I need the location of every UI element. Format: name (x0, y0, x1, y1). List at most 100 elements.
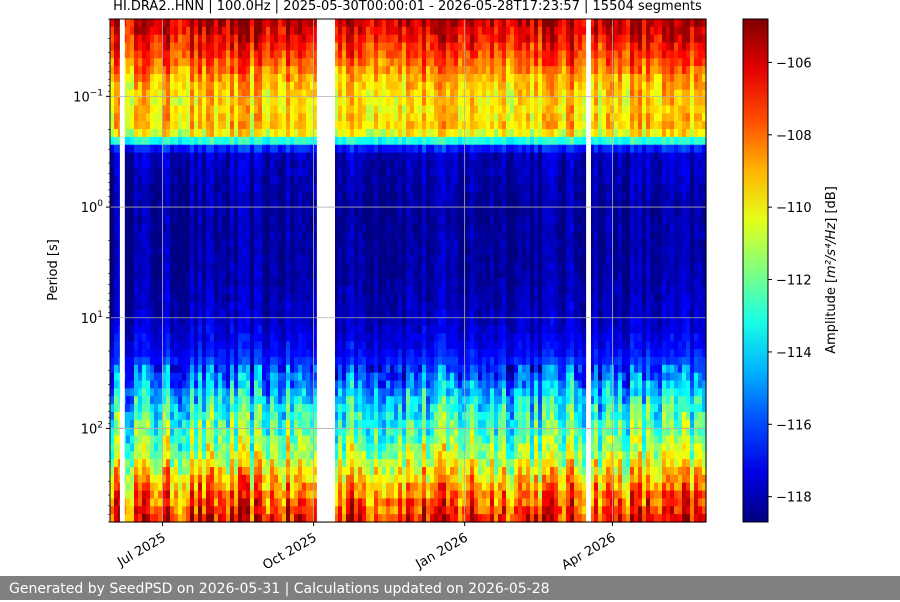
heatmap-cell (262, 98, 267, 106)
heatmap-cell (230, 43, 235, 51)
heatmap-cell (482, 247, 487, 255)
heatmap-cell (478, 208, 483, 216)
heatmap-cell (482, 27, 487, 35)
heatmap-cell (206, 263, 211, 271)
heatmap-cell (262, 43, 267, 51)
heatmap-cell (510, 98, 515, 106)
heatmap-cell (190, 176, 195, 184)
heatmap-cell (486, 58, 491, 66)
heatmap-cell (254, 105, 259, 113)
heatmap-cell (222, 271, 227, 279)
heatmap-cell (566, 113, 571, 121)
heatmap-cell (690, 27, 695, 35)
heatmap-cell (442, 90, 447, 98)
heatmap-cell (694, 98, 699, 106)
heatmap-cell (550, 98, 555, 106)
heatmap-cell (234, 247, 239, 255)
heatmap-cell (430, 129, 435, 137)
heatmap-cell (194, 35, 199, 43)
heatmap-cell (430, 90, 435, 98)
heatmap-cell (578, 105, 583, 113)
heatmap-cell (574, 192, 579, 200)
heatmap-cell (558, 145, 563, 153)
heatmap-cell (634, 98, 639, 106)
heatmap-cell (294, 82, 299, 90)
heatmap-cell (666, 50, 671, 58)
heatmap-cell (498, 247, 503, 255)
heatmap-cell (250, 35, 255, 43)
heatmap-cell (254, 271, 259, 279)
heatmap-cell (194, 105, 199, 113)
heatmap-cell (382, 247, 387, 255)
heatmap-cell (238, 129, 243, 137)
heatmap-cell (182, 231, 187, 239)
heatmap-cell (526, 145, 531, 153)
heatmap-cell (214, 105, 219, 113)
heatmap-cell (510, 208, 515, 216)
heatmap-cell (446, 35, 451, 43)
heatmap-cell (182, 113, 187, 121)
heatmap-cell (394, 105, 399, 113)
heatmap-cell (698, 215, 703, 223)
heatmap-cell (158, 215, 163, 223)
heatmap-cell (302, 43, 307, 51)
heatmap-cell (226, 35, 231, 43)
heatmap-cell (442, 168, 447, 176)
heatmap-cell (138, 278, 143, 286)
heatmap-cell (558, 255, 563, 263)
heatmap-cell (406, 58, 411, 66)
heatmap-cell (618, 129, 623, 137)
heatmap-cell (518, 58, 523, 66)
heatmap-cell (430, 271, 435, 279)
heatmap-cell (398, 168, 403, 176)
heatmap-cell (270, 137, 275, 145)
heatmap-cell (366, 19, 371, 27)
heatmap-cell (606, 231, 611, 239)
heatmap-cell (386, 247, 391, 255)
heatmap-cell (598, 153, 603, 161)
heatmap-cell (498, 231, 503, 239)
heatmap-cell (522, 98, 527, 106)
heatmap-cell (626, 105, 631, 113)
heatmap-cell (470, 168, 475, 176)
heatmap-cell (342, 43, 347, 51)
heatmap-cell (142, 153, 147, 161)
heatmap-cell (574, 239, 579, 247)
heatmap-cell (406, 168, 411, 176)
heatmap-cell (266, 263, 271, 271)
heatmap-cell (202, 90, 207, 98)
heatmap-cell (634, 90, 639, 98)
heatmap-cell (498, 160, 503, 168)
heatmap-cell (614, 263, 619, 271)
heatmap-cell (294, 74, 299, 82)
heatmap-cell (290, 113, 295, 121)
heatmap-cell (438, 90, 443, 98)
heatmap-cell (274, 90, 279, 98)
heatmap-cell (602, 58, 607, 66)
heatmap-cell (142, 82, 147, 90)
heatmap-cell (466, 129, 471, 137)
heatmap-cell (346, 35, 351, 43)
heatmap-cell (302, 113, 307, 121)
heatmap-cell (682, 50, 687, 58)
heatmap-cell (406, 239, 411, 247)
heatmap-cell (126, 231, 131, 239)
heatmap-cell (474, 66, 479, 74)
heatmap-cell (146, 239, 151, 247)
heatmap-cell (298, 27, 303, 35)
heatmap-cell (378, 105, 383, 113)
heatmap-cell (402, 231, 407, 239)
heatmap-cell (566, 35, 571, 43)
heatmap-cell (274, 121, 279, 129)
heatmap-cell (542, 74, 547, 82)
heatmap-cell (294, 105, 299, 113)
heatmap-cell (442, 58, 447, 66)
heatmap-cell (338, 255, 343, 263)
heatmap-cell (242, 145, 247, 153)
heatmap-cell (634, 58, 639, 66)
heatmap-cell (502, 168, 507, 176)
heatmap-cell (450, 223, 455, 231)
heatmap-cell (258, 113, 263, 121)
heatmap-cell (582, 160, 587, 168)
heatmap-cell (158, 137, 163, 145)
